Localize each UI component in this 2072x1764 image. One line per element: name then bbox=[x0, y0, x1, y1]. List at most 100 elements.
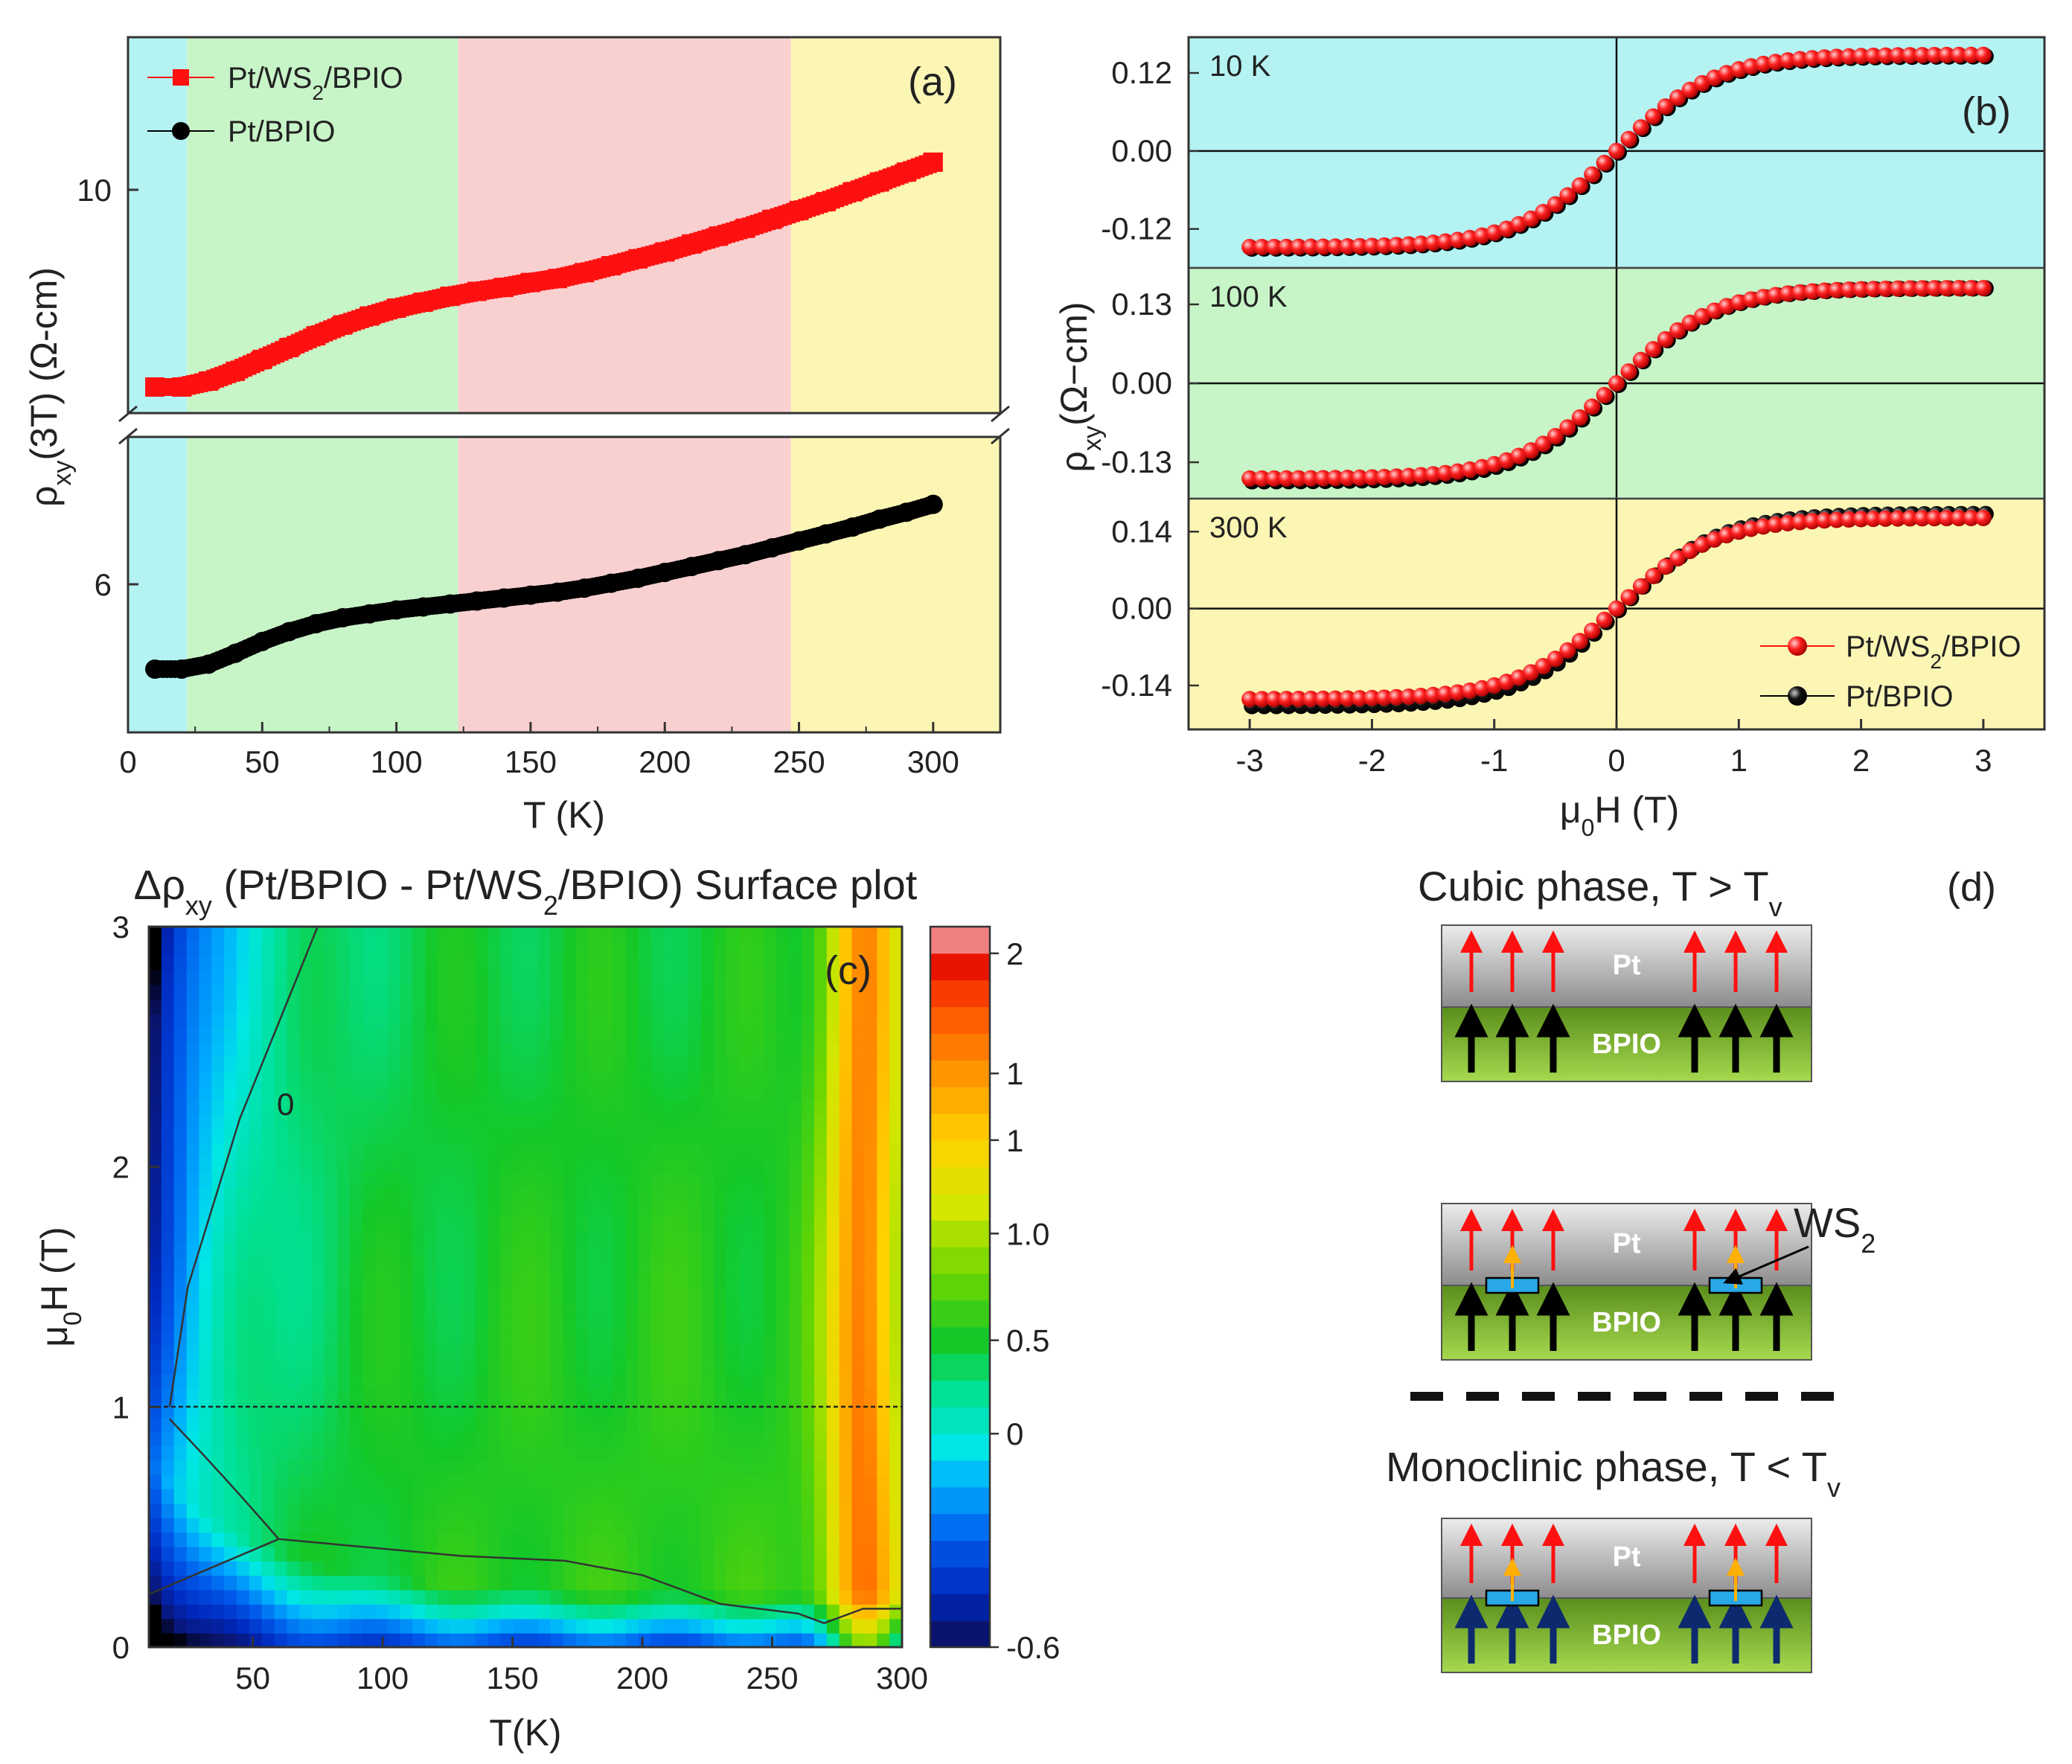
heatmap-cell bbox=[864, 1229, 878, 1244]
heatmap-cell bbox=[877, 1489, 891, 1504]
data-point-pt-ws2-bpio bbox=[1620, 589, 1637, 606]
heatmap-cell bbox=[537, 1489, 551, 1504]
heatmap-cell bbox=[274, 1517, 288, 1533]
heatmap-cell bbox=[826, 1301, 840, 1317]
heatmap-cell bbox=[374, 1258, 388, 1274]
heatmap-cell bbox=[487, 1128, 502, 1144]
heatmap-cell bbox=[349, 1489, 363, 1504]
heatmap-cell bbox=[425, 1589, 438, 1605]
heatmap-cell bbox=[813, 1315, 828, 1332]
data-point-pt-ws2-bpio bbox=[1889, 47, 1906, 64]
heatmap-cell bbox=[412, 1056, 426, 1072]
heatmap-cell bbox=[676, 1431, 690, 1446]
data-point-pt-ws2-bpio bbox=[1523, 442, 1539, 459]
heatmap-cell bbox=[400, 1027, 414, 1043]
heatmap-cell bbox=[161, 1315, 175, 1332]
heatmap-cell bbox=[211, 1027, 226, 1043]
heatmap-cell bbox=[199, 1474, 213, 1490]
heatmap-cell bbox=[425, 984, 438, 1000]
heatmap-cell bbox=[299, 970, 313, 985]
data-point-pt-ws2-bpio bbox=[1926, 510, 1943, 527]
data-point-pt-ws2-bpio bbox=[1755, 55, 1772, 72]
data-point-pt-ws2-bpio bbox=[1314, 238, 1331, 255]
heatmap-cell bbox=[274, 1632, 288, 1647]
heatmap-cell bbox=[638, 1489, 652, 1504]
heatmap-cell bbox=[487, 1546, 502, 1562]
heatmap-cell bbox=[425, 1532, 438, 1547]
heatmap-cell bbox=[425, 1056, 438, 1072]
heatmap-cell bbox=[211, 1503, 226, 1518]
heatmap-cell bbox=[701, 1431, 714, 1446]
heatmap-cell bbox=[475, 1460, 489, 1475]
heatmap-cell bbox=[387, 1157, 401, 1173]
heatmap-cell bbox=[249, 1027, 263, 1043]
heatmap-cell bbox=[563, 927, 577, 942]
heatmap-cell bbox=[601, 1330, 615, 1346]
heatmap-cell bbox=[676, 1113, 690, 1130]
heatmap-cell bbox=[261, 1460, 275, 1475]
heatmap-cell bbox=[563, 1215, 577, 1230]
bpio-label: BPIO bbox=[1592, 1620, 1661, 1651]
heatmap-cell bbox=[864, 1560, 878, 1576]
heatmap-cell bbox=[789, 970, 803, 985]
heatmap-cell bbox=[450, 1445, 464, 1461]
heatmap-cell bbox=[337, 1618, 351, 1634]
heatmap-cell bbox=[563, 1143, 577, 1158]
heatmap-cell bbox=[337, 1172, 351, 1187]
heatmap-cell bbox=[826, 941, 840, 956]
heatmap-cell bbox=[563, 1517, 577, 1533]
data-point-pt-ws2-bpio bbox=[1694, 74, 1710, 92]
data-point-pt-ws2-bpio bbox=[1632, 119, 1649, 136]
heatmap-cell bbox=[625, 1489, 639, 1504]
heatmap-cell bbox=[412, 1431, 426, 1446]
heatmap-cell bbox=[462, 1301, 476, 1317]
heatmap-cell bbox=[688, 970, 703, 985]
data-point-pt-ws2-bpio bbox=[1241, 691, 1259, 708]
heatmap-cell bbox=[676, 1301, 690, 1317]
heatmap-cell bbox=[149, 1258, 162, 1274]
heatmap-cell bbox=[249, 998, 263, 1014]
heatmap-cell bbox=[575, 998, 589, 1014]
heatmap-cell bbox=[751, 1474, 765, 1490]
heatmap-cell bbox=[237, 1229, 250, 1244]
heatmap-cell bbox=[224, 1070, 238, 1086]
heatmap-cell bbox=[588, 1344, 602, 1360]
heatmap-cell bbox=[563, 1099, 577, 1115]
heatmap-cell bbox=[462, 1358, 476, 1375]
heatmap-cell bbox=[663, 1474, 677, 1490]
heatmap-cell bbox=[450, 1215, 464, 1230]
heatmap-cell bbox=[601, 1186, 615, 1201]
heatmap-cell bbox=[563, 1056, 577, 1072]
heatmap-cell bbox=[751, 1358, 765, 1375]
heatmap-cell bbox=[889, 1157, 902, 1173]
heatmap-cell bbox=[839, 1416, 853, 1432]
heatmap-cell bbox=[575, 1056, 589, 1072]
heatmap-cell bbox=[776, 1358, 790, 1375]
heatmap-cell bbox=[802, 1287, 815, 1303]
heatmap-cell bbox=[199, 1373, 213, 1389]
heatmap-cell bbox=[851, 1243, 866, 1259]
heatmap-cell bbox=[537, 927, 551, 942]
heatmap-cell bbox=[211, 1013, 226, 1029]
heatmap-cell bbox=[149, 1603, 162, 1620]
data-point-pt-ws2-bpio bbox=[1963, 280, 1980, 297]
heatmap-cell bbox=[237, 1474, 250, 1490]
heatmap-cell bbox=[299, 1460, 313, 1475]
heatmap-cell bbox=[374, 1489, 388, 1504]
heatmap-cell bbox=[826, 1402, 840, 1418]
heatmap-cell bbox=[287, 1186, 301, 1201]
heatmap-cell bbox=[676, 1532, 690, 1547]
heatmap-cell bbox=[412, 1344, 426, 1360]
heatmap-cell bbox=[638, 1575, 652, 1591]
heatmap-cell bbox=[261, 1200, 275, 1216]
heatmap-cell bbox=[337, 1416, 351, 1432]
heatmap-cell bbox=[374, 1301, 388, 1317]
heatmap-cell bbox=[400, 1084, 414, 1101]
heatmap-cell bbox=[714, 1632, 727, 1647]
heatmap-cell bbox=[601, 1258, 615, 1274]
heatmap-cell bbox=[299, 1243, 313, 1259]
heatmap-cell bbox=[237, 1532, 250, 1547]
heatmap-cell bbox=[625, 1632, 639, 1647]
heatmap-cell bbox=[149, 1431, 162, 1446]
heatmap-cell bbox=[412, 1402, 426, 1418]
